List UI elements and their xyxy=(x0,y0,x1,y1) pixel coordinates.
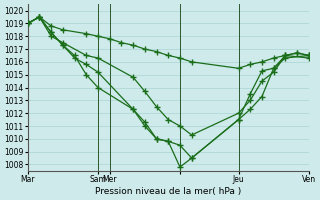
X-axis label: Pression niveau de la mer( hPa ): Pression niveau de la mer( hPa ) xyxy=(95,187,241,196)
